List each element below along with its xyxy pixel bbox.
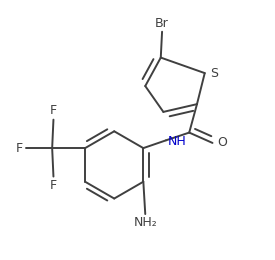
Text: Br: Br xyxy=(155,17,169,30)
Text: NH: NH xyxy=(168,135,187,148)
Text: O: O xyxy=(217,136,227,149)
Text: NH₂: NH₂ xyxy=(133,216,157,229)
Text: F: F xyxy=(50,179,57,192)
Text: F: F xyxy=(50,104,57,117)
Text: S: S xyxy=(210,67,218,80)
Text: F: F xyxy=(15,142,23,155)
